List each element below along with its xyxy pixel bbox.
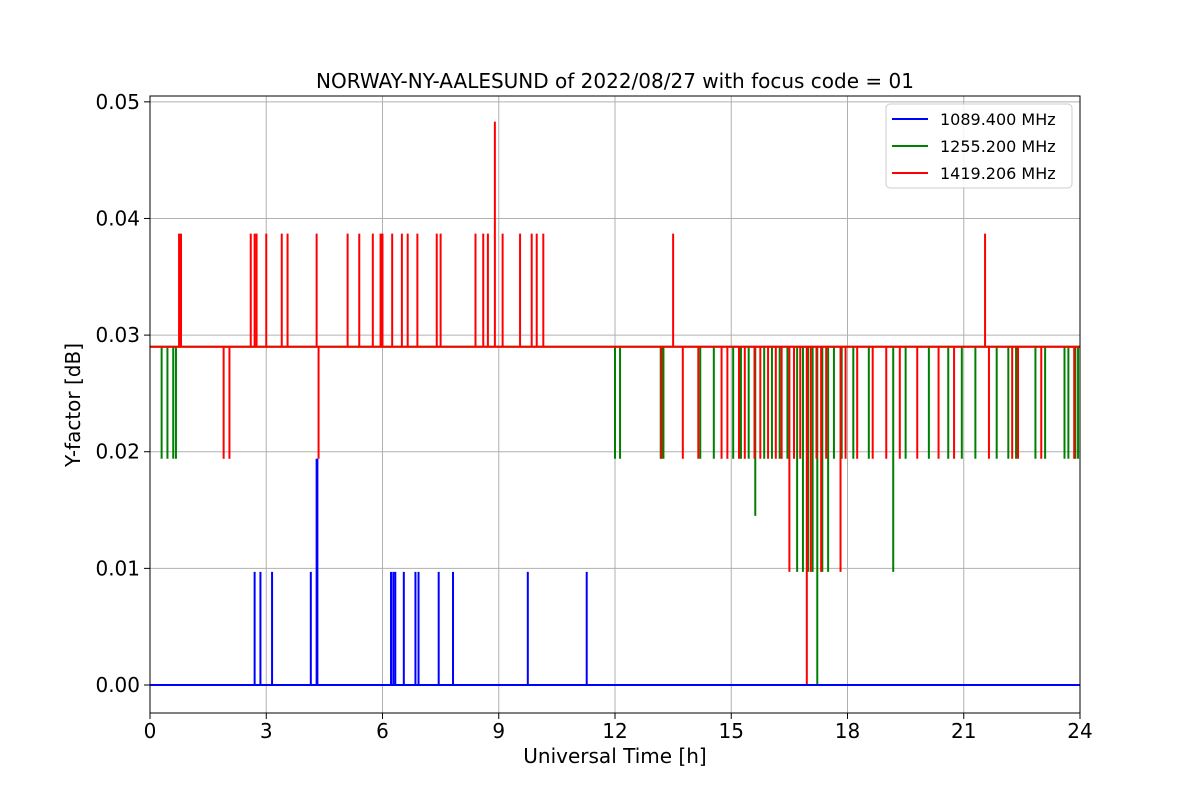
legend-label: 1255.200 MHz bbox=[940, 137, 1056, 156]
x-tick-label: 12 bbox=[602, 719, 627, 743]
y-tick-label: 0.02 bbox=[95, 440, 140, 464]
y-axis-label: Y-factor [dB] bbox=[61, 343, 85, 468]
x-tick-label: 24 bbox=[1067, 719, 1092, 743]
y-tick-label: 0.00 bbox=[95, 673, 140, 697]
y-tick-label: 0.05 bbox=[95, 90, 140, 114]
x-tick-label: 9 bbox=[492, 719, 505, 743]
plot-frame bbox=[149, 95, 1081, 714]
legend-label: 1089.400 MHz bbox=[940, 110, 1056, 129]
x-axis-label: Universal Time [h] bbox=[523, 744, 706, 768]
series-0 bbox=[150, 458, 1080, 687]
x-tick-label: 21 bbox=[951, 719, 976, 743]
series-2 bbox=[150, 121, 1080, 686]
legend: 1089.400 MHz 1255.200 MHz 1419.206 MHz bbox=[885, 103, 1073, 189]
series-layer bbox=[150, 121, 1080, 687]
x-tick-label: 18 bbox=[835, 719, 860, 743]
x-tick-label: 0 bbox=[144, 719, 157, 743]
x-tick-label: 3 bbox=[260, 719, 273, 743]
ticks-layer: 0 3 6 9 12 15 18 21 24 0.00 0.01 0.02 0.03 0.04 0.05 bbox=[95, 90, 1092, 743]
y-tick-label: 0.01 bbox=[95, 556, 140, 580]
legend-label: 1419.206 MHz bbox=[940, 164, 1056, 183]
legend-box bbox=[885, 103, 1073, 189]
x-tick-label: 6 bbox=[376, 719, 389, 743]
y-tick-label: 0.03 bbox=[95, 323, 140, 347]
x-tick-label: 15 bbox=[719, 719, 744, 743]
y-tick-label: 0.04 bbox=[95, 206, 140, 230]
chart-title: NORWAY-NY-AALESUND of 2022/08/27 with fo… bbox=[316, 69, 914, 93]
